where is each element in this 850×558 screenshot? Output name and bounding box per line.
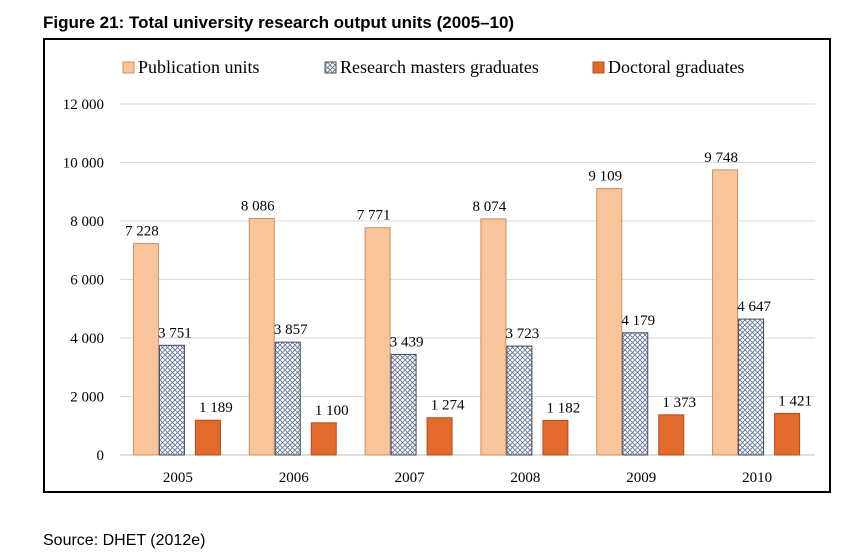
masters-value-label: 4 179 <box>621 313 655 329</box>
legend-label: Publication units <box>138 57 260 77</box>
publication-bar <box>364 227 391 456</box>
doctoral-bar <box>658 414 685 456</box>
masters-bar <box>390 353 417 456</box>
masters-value-label: 4 647 <box>737 299 771 315</box>
y-tick-label: 10 000 <box>63 156 104 172</box>
y-axis: 0 2 000 4 000 6 000 8 000 10 000 12 000 <box>63 97 104 464</box>
y-tick-label: 8 000 <box>70 214 104 230</box>
doctoral-value-label: 1 100 <box>315 403 349 419</box>
x-tick-label: 2010 <box>742 470 772 486</box>
doctoral-value-label: 1 373 <box>662 395 696 411</box>
masters-bar <box>274 341 301 456</box>
doctoral-value-label: 1 274 <box>431 398 465 414</box>
x-tick-label: 2007 <box>395 470 426 486</box>
masters-value-label: 3 751 <box>158 325 192 341</box>
figure-title: Figure 21: Total university research out… <box>43 13 515 32</box>
y-tick-label: 2 000 <box>70 390 104 406</box>
legend-label: Doctoral graduates <box>608 57 744 77</box>
x-tick-label: 2006 <box>279 470 310 486</box>
y-tick-label: 0 <box>97 448 105 464</box>
x-tick-label: 2008 <box>510 470 540 486</box>
publication-value-label: 8 074 <box>473 199 507 215</box>
y-tick-label: 4 000 <box>70 331 104 347</box>
legend-label: Research masters graduates <box>340 57 539 77</box>
publication-value-label: 9 748 <box>704 150 738 166</box>
data-labels: 7 228 3 751 1 189 8 086 3 857 1 100 7 771 3 439… <box>125 150 812 419</box>
y-tick-label: 12 000 <box>63 97 104 113</box>
publication-value-label: 7 771 <box>357 208 391 224</box>
gridlines <box>120 103 815 456</box>
x-tick-label: 2009 <box>626 470 656 486</box>
masters-bar <box>158 344 185 456</box>
publication-value-label: 7 228 <box>125 224 159 240</box>
masters-bar <box>738 318 765 456</box>
legend: Publication units Research masters gradua… <box>122 57 744 77</box>
doctoral-value-label: 1 189 <box>199 400 233 416</box>
bar-chart: 0 2 000 4 000 6 000 8 000 10 000 12 000 7 228 3… <box>63 57 815 486</box>
doctoral-bar <box>194 419 221 456</box>
publication-bar <box>132 243 159 456</box>
x-tick-label: 2005 <box>163 470 193 486</box>
y-tick-label: 6 000 <box>70 273 104 289</box>
masters-value-label: 3 723 <box>506 326 540 342</box>
doctoral-bar <box>774 412 801 456</box>
x-axis: 2005 2006 2007 2008 2009 2010 <box>163 470 772 486</box>
legend-swatch <box>592 61 605 74</box>
masters-value-label: 3 857 <box>274 322 308 338</box>
legend-swatch <box>122 61 135 74</box>
masters-value-label: 3 439 <box>390 334 424 350</box>
publication-value-label: 8 086 <box>241 198 275 214</box>
doctoral-bar <box>426 417 453 456</box>
bars <box>132 169 801 456</box>
doctoral-bar <box>310 422 337 456</box>
publication-bar <box>596 188 623 456</box>
publication-bar <box>480 218 507 456</box>
chart-frame: 0 2 000 4 000 6 000 8 000 10 000 12 000 7 228 3… <box>43 38 831 493</box>
doctoral-value-label: 1 421 <box>778 393 812 409</box>
source-note: Source: DHET (2012e) <box>43 532 206 549</box>
doctoral-bar <box>542 419 569 456</box>
publication-bar <box>712 169 739 456</box>
masters-bar <box>506 345 533 456</box>
legend-swatch <box>324 61 337 74</box>
masters-bar <box>622 332 649 456</box>
doctoral-value-label: 1 182 <box>547 400 581 416</box>
publication-value-label: 9 109 <box>588 169 622 185</box>
publication-bar <box>248 217 275 456</box>
